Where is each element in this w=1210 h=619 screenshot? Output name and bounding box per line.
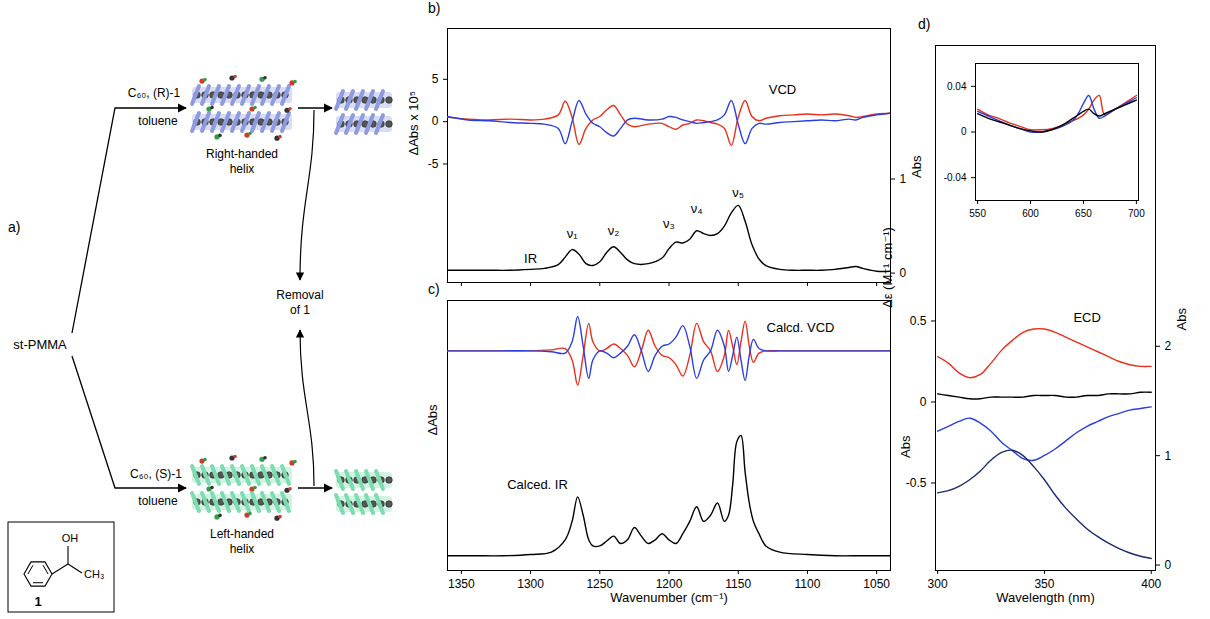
svg-text:toluene: toluene [138,114,178,128]
svg-text:ν₄: ν₄ [691,201,703,216]
svg-text:ν₅: ν₅ [732,185,744,200]
svg-text:600: 600 [1022,208,1039,219]
svg-text:1100: 1100 [795,577,821,591]
svg-text:toluene: toluene [138,494,178,508]
svg-text:550: 550 [969,208,986,219]
html-text:b): b) [428,0,441,16]
svg-text:700: 700 [1128,208,1145,219]
svg-text:1350: 1350 [448,577,475,591]
svg-text:ΔAbs: ΔAbs [425,404,440,436]
svg-text:Left-handed: Left-handed [210,527,274,541]
svg-text:0.04: 0.04 [947,81,967,92]
svg-text:IR: IR [524,251,537,266]
svg-text:ν₁: ν₁ [567,226,579,241]
svg-text:1: 1 [900,172,907,186]
svg-text:650: 650 [1075,208,1092,219]
svg-text:-5: -5 [428,157,439,171]
svg-text:0: 0 [961,126,967,137]
svg-text:0: 0 [432,114,439,128]
svg-text:1200: 1200 [655,577,683,591]
svg-text:1300: 1300 [517,577,544,591]
svg-text:ECD: ECD [1073,310,1100,325]
svg-text:0: 0 [920,395,927,409]
svg-text:Right-handed: Right-handed [206,147,278,161]
svg-text:Calcd. VCD: Calcd. VCD [767,320,835,335]
svg-text:0: 0 [1165,558,1172,572]
svg-text:helix: helix [230,542,255,556]
svg-text:-0.04: -0.04 [944,172,967,183]
svg-text:ν₃: ν₃ [663,216,675,231]
svg-text:ν₂: ν₂ [608,223,620,238]
svg-text:400: 400 [1141,577,1161,591]
svg-text:VCD: VCD [769,82,796,97]
svg-text:0.5: 0.5 [910,314,927,328]
svg-text:2: 2 [1165,339,1172,353]
svg-text:350: 350 [1034,577,1055,591]
html-text:d): d) [918,16,931,32]
svg-text:1050: 1050 [863,577,890,591]
svg-text:a): a) [8,219,20,235]
svg-text:st-PMMA: st-PMMA [13,337,67,352]
svg-text:1150: 1150 [725,577,751,591]
svg-text:Δε (M⁻¹ cm⁻¹): Δε (M⁻¹ cm⁻¹) [880,227,895,308]
svg-text:Wavelength (nm): Wavelength (nm) [996,590,1095,605]
svg-text:OH: OH [62,532,79,544]
svg-text:1: 1 [1165,448,1172,462]
svg-text:C₆₀, (R)-1: C₆₀, (R)-1 [128,86,181,100]
svg-text:CH₃: CH₃ [84,568,104,580]
svg-text:helix: helix [230,162,255,176]
svg-text:Calced. IR: Calced. IR [507,477,568,492]
svg-text:1: 1 [34,594,41,609]
svg-text:Abs: Abs [898,435,913,458]
html-text:c): c) [428,281,440,297]
svg-text:Abs: Abs [1174,308,1189,331]
svg-text:of 1: of 1 [290,303,310,317]
svg-text:C₆₀, (S)-1: C₆₀, (S)-1 [130,467,182,481]
svg-text:Wavenumber (cm⁻¹): Wavenumber (cm⁻¹) [610,590,728,605]
svg-text:-0.5: -0.5 [906,476,927,490]
svg-text:ΔAbs x 10⁵: ΔAbs x 10⁵ [406,91,421,156]
svg-text:1250: 1250 [586,577,614,591]
svg-text:Abs: Abs [909,155,924,178]
svg-text:0: 0 [900,266,907,280]
svg-text:300: 300 [928,577,948,591]
svg-text:5: 5 [432,72,439,86]
svg-text:Removal: Removal [276,288,323,302]
